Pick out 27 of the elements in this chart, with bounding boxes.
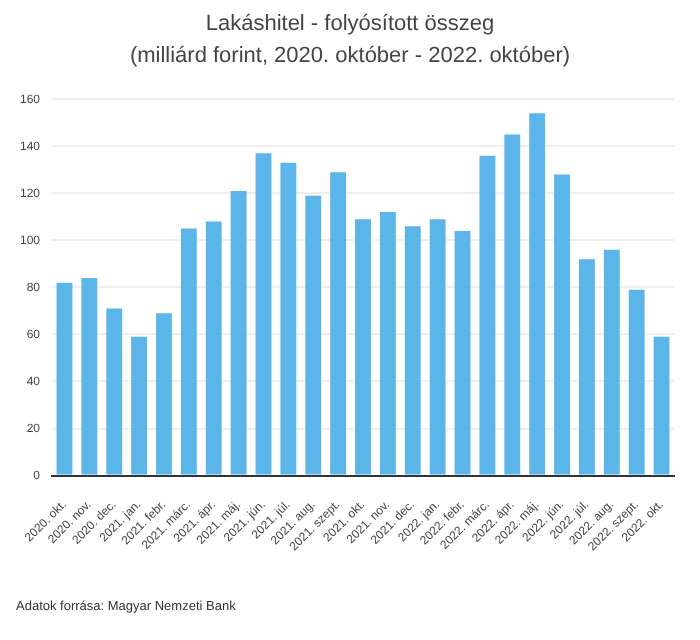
bar xyxy=(653,336,670,475)
bar xyxy=(180,228,197,475)
bar xyxy=(554,174,570,475)
bar xyxy=(106,308,123,475)
bar xyxy=(156,313,172,475)
bar xyxy=(454,230,471,475)
bar xyxy=(305,195,322,475)
bar xyxy=(81,277,98,475)
bar xyxy=(529,113,546,475)
bar xyxy=(330,172,347,475)
bar xyxy=(131,336,148,475)
bar xyxy=(479,155,496,475)
bar xyxy=(230,190,247,475)
bar xyxy=(56,282,73,475)
bar xyxy=(404,226,421,475)
bar xyxy=(255,153,272,475)
bar xyxy=(578,259,595,475)
bar xyxy=(603,249,620,475)
bar xyxy=(280,162,297,475)
chart-subtitle: (milliárd forint, 2020. október - 2022. október) xyxy=(127,42,573,72)
chart-title: Lakáshitel - folyósított összeg xyxy=(203,10,497,40)
bar xyxy=(355,219,371,475)
bar xyxy=(504,134,521,475)
bar xyxy=(205,221,222,475)
bar xyxy=(379,212,396,475)
bar xyxy=(429,219,446,475)
bar xyxy=(628,289,645,475)
